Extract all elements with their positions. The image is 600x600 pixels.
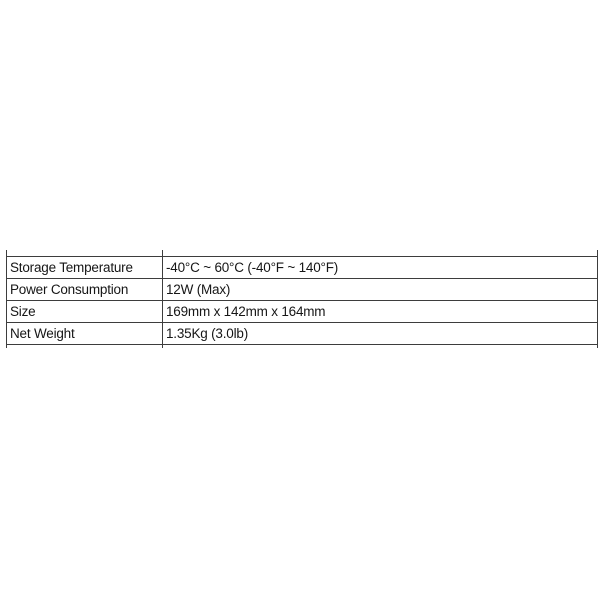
gridline-stub-top-right xyxy=(597,250,598,257)
table-row: Net Weight 1.35Kg (3.0lb) xyxy=(6,322,598,345)
spec-label: Storage Temperature xyxy=(6,256,163,279)
specifications-table: Storage Temperature -40°C ~ 60°C (-40°F … xyxy=(6,256,598,345)
spec-label: Power Consumption xyxy=(6,278,163,301)
table-row: Power Consumption 12W (Max) xyxy=(6,278,598,301)
spec-table-container: Storage Temperature -40°C ~ 60°C (-40°F … xyxy=(6,250,598,348)
spec-value: 169mm x 142mm x 164mm xyxy=(162,300,598,323)
gridline-stub-top-divider xyxy=(162,250,163,257)
spec-value: -40°C ~ 60°C (-40°F ~ 140°F) xyxy=(162,256,598,279)
table-row: Size 169mm x 142mm x 164mm xyxy=(6,300,598,323)
spec-label: Size xyxy=(6,300,163,323)
table-row: Storage Temperature -40°C ~ 60°C (-40°F … xyxy=(6,256,598,279)
spec-label: Net Weight xyxy=(6,322,163,345)
spec-value: 12W (Max) xyxy=(162,278,598,301)
gridline-stub-top-left xyxy=(6,250,7,257)
spec-value: 1.35Kg (3.0lb) xyxy=(162,322,598,345)
